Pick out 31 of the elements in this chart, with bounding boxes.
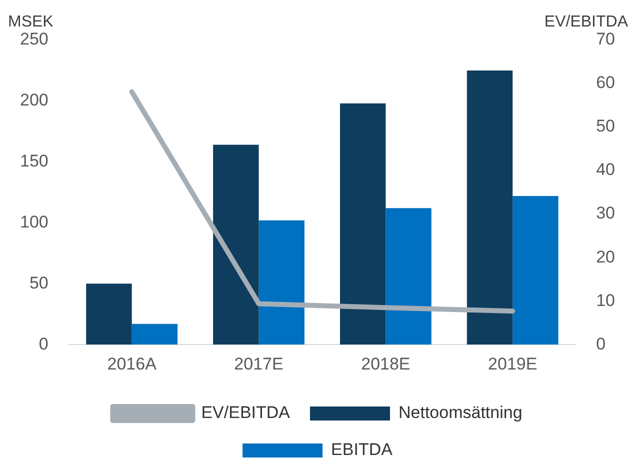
- y-tick-label: 250: [20, 30, 48, 49]
- bar: [132, 324, 178, 345]
- y2-tick-label: 70: [596, 30, 616, 49]
- y2-tick-label: 40: [596, 160, 616, 180]
- bar: [466, 70, 513, 345]
- y2-axis-title: EV/EBITDA: [544, 13, 628, 30]
- y2-tick-label: 30: [596, 204, 616, 223]
- y-axis-title: MSEK: [8, 13, 54, 30]
- y2-tick-label: 50: [596, 116, 616, 136]
- bar: [213, 144, 259, 345]
- y-tick-label: 0: [38, 334, 48, 354]
- bar: [340, 103, 386, 345]
- y-tick-label: 150: [20, 152, 48, 171]
- x-tick-label: 2017E: [234, 354, 284, 374]
- y-tick-label: 50: [29, 273, 48, 292]
- y2-tick-label: 60: [596, 73, 616, 92]
- bar: [386, 208, 432, 345]
- bar: [258, 220, 304, 345]
- legend-label: EV/EBITDA: [201, 403, 291, 422]
- bar: [512, 196, 558, 345]
- y-tick-label: 100: [20, 212, 48, 232]
- x-tick-label: 2019E: [488, 354, 538, 374]
- y2-tick-label: 10: [596, 290, 616, 310]
- legend-label: EBITDA: [331, 440, 394, 460]
- y2-tick-label: 20: [596, 247, 616, 266]
- x-tick-label: 2018E: [361, 354, 410, 374]
- bar: [86, 284, 132, 345]
- y2-tick-label: 0: [596, 334, 606, 354]
- x-tick-label: 2016A: [107, 354, 158, 374]
- legend-label: Nettoomsättning: [398, 403, 522, 422]
- y-tick-label: 200: [20, 90, 48, 110]
